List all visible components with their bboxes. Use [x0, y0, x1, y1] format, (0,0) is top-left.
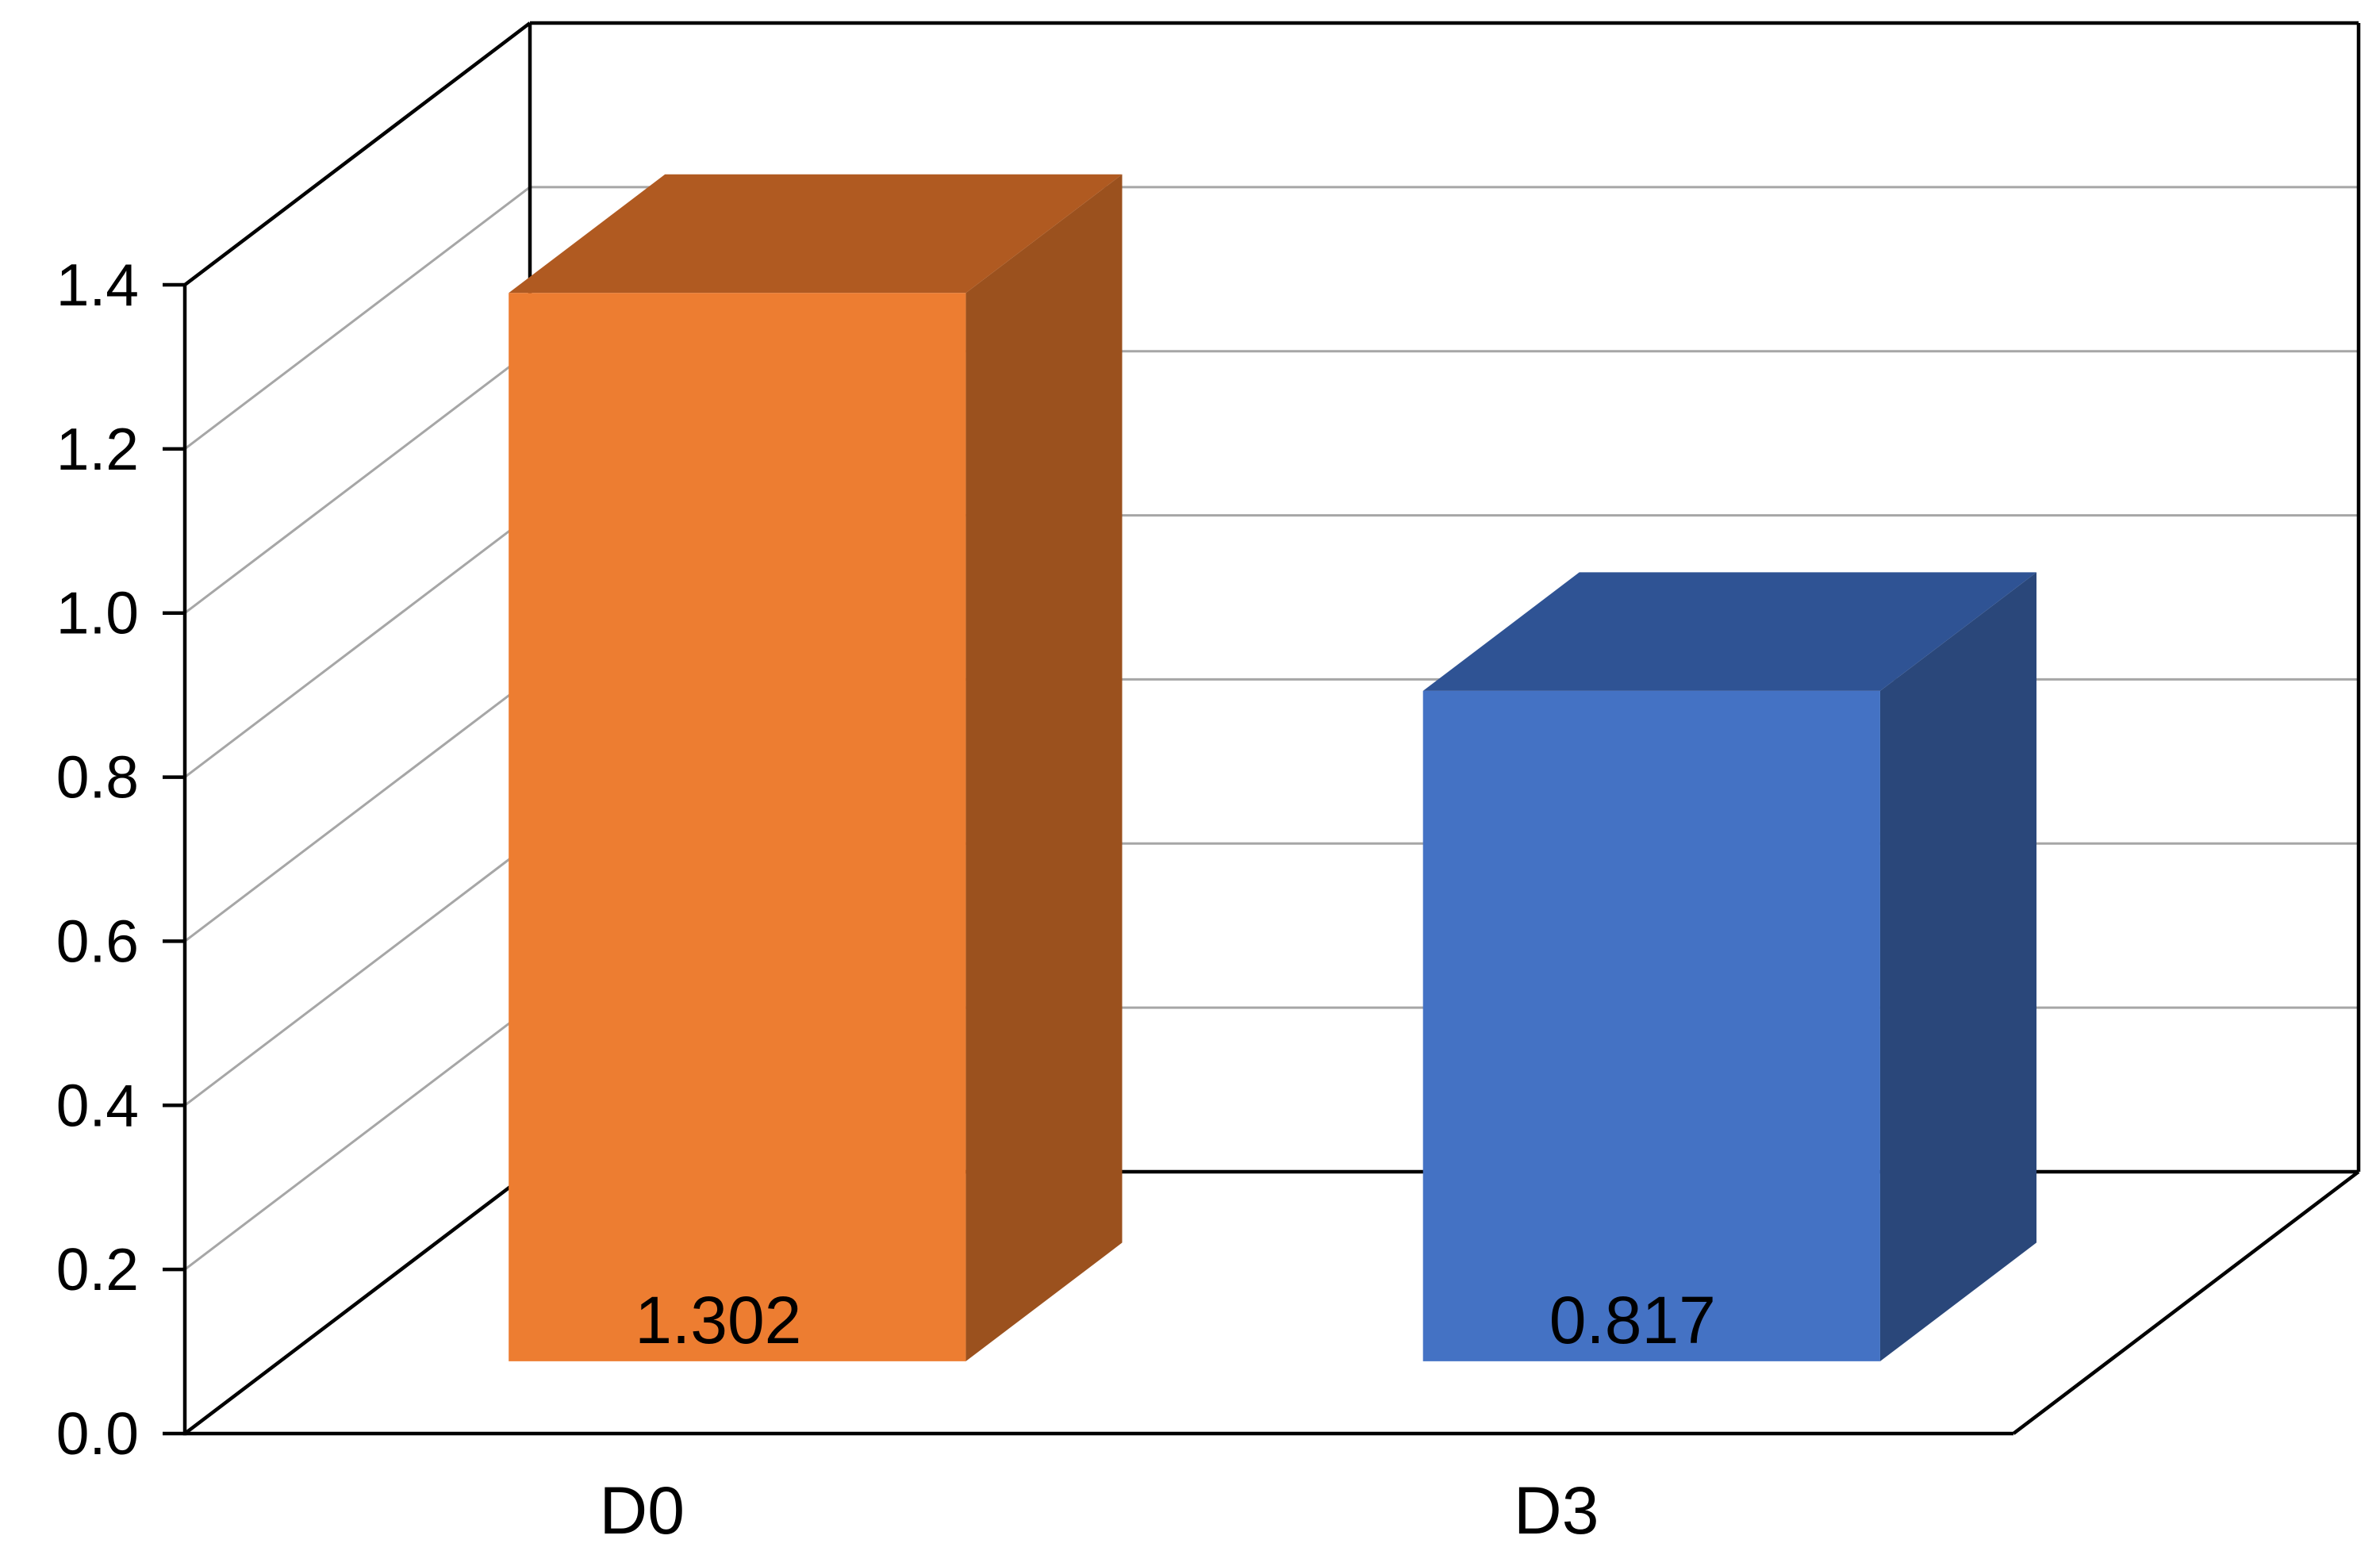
left-wall-gridline — [184, 350, 531, 614]
floor-left-edge — [183, 1170, 532, 1435]
left-wall-gridline — [184, 186, 531, 451]
bar-side-face — [965, 174, 1123, 1361]
y-axis-tick-label: 0.6 — [56, 908, 139, 974]
bar-front-face — [509, 293, 966, 1361]
left-wall-top-edge — [183, 21, 532, 286]
bar-side-face — [1879, 572, 2036, 1361]
y-axis-tick-label: 0.0 — [56, 1400, 139, 1467]
y-axis-tick-label: 0.2 — [56, 1236, 139, 1303]
y-axis-tick-label: 0.8 — [56, 744, 139, 811]
floor-right-edge — [2012, 1170, 2360, 1435]
category-label: D3 — [1514, 1473, 1599, 1547]
bar-top-face — [1422, 572, 2036, 691]
category-label: D0 — [600, 1473, 685, 1547]
left-wall-gridline — [184, 1006, 531, 1271]
left-wall-gridline — [184, 514, 531, 778]
value-label: 0.817 — [1549, 1283, 1716, 1357]
y-axis-tick-label: 1.0 — [56, 580, 139, 647]
value-label: 1.302 — [635, 1283, 801, 1357]
bar-front-face — [1422, 690, 1880, 1361]
left-wall-gridline — [184, 678, 531, 942]
y-axis-tick-label: 1.4 — [56, 251, 139, 318]
left-wall-gridline — [184, 843, 531, 1107]
y-axis-tick-label: 1.2 — [56, 416, 139, 482]
y-axis-tick-label: 0.4 — [56, 1072, 139, 1138]
bar-top-face — [509, 174, 1123, 294]
